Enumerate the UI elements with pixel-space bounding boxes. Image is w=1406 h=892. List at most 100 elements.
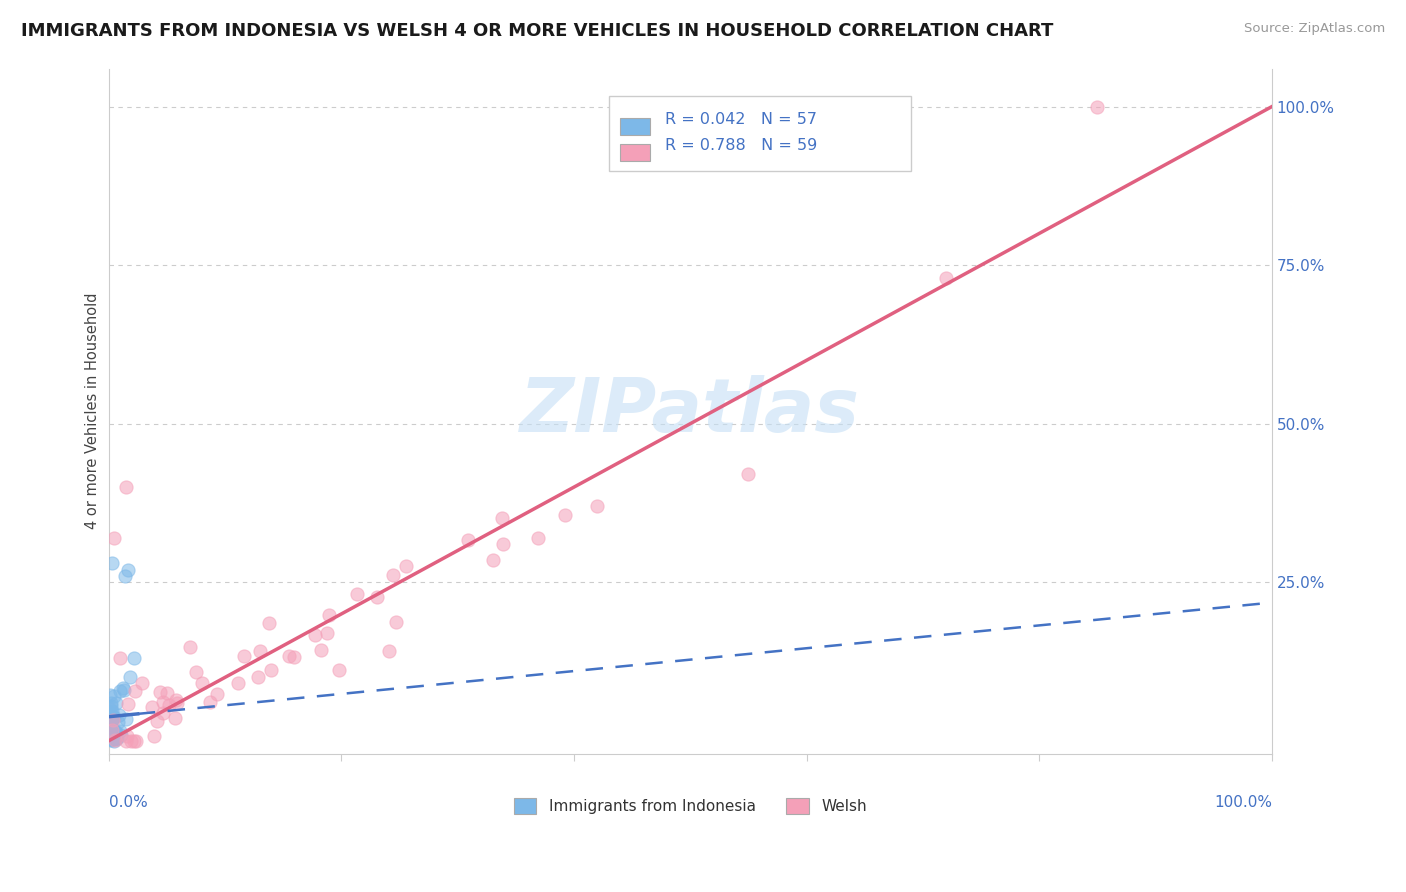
Point	[249, 644, 271, 658]
Point	[117, 563, 139, 577]
Point	[146, 714, 169, 728]
Point	[191, 676, 214, 690]
Point	[316, 626, 339, 640]
Point	[124, 684, 146, 698]
Point	[100, 723, 122, 737]
Point	[100, 728, 122, 742]
Point	[165, 693, 187, 707]
Point	[101, 730, 124, 744]
Point	[100, 733, 122, 747]
Point	[98, 715, 121, 730]
Point	[117, 697, 139, 711]
Point	[101, 556, 124, 570]
Point	[481, 553, 503, 567]
Point	[97, 722, 120, 736]
Point	[114, 569, 136, 583]
Point	[198, 695, 221, 709]
FancyBboxPatch shape	[609, 96, 911, 171]
Point	[104, 725, 127, 739]
Point	[115, 729, 138, 743]
Point	[101, 731, 124, 746]
Point	[100, 714, 122, 729]
Point	[457, 533, 479, 548]
Point	[98, 702, 121, 716]
Point	[110, 651, 132, 665]
Point	[98, 722, 121, 736]
Point	[115, 713, 138, 727]
Point	[110, 728, 132, 742]
Point	[103, 690, 125, 704]
Point	[98, 705, 121, 719]
Point	[98, 688, 121, 702]
Point	[205, 687, 228, 701]
Y-axis label: 4 or more Vehicles in Household: 4 or more Vehicles in Household	[86, 293, 100, 529]
Point	[100, 727, 122, 741]
Point	[103, 723, 125, 738]
Point	[166, 696, 188, 710]
Text: IMMIGRANTS FROM INDONESIA VS WELSH 4 OR MORE VEHICLES IN HOUSEHOLD CORRELATION C: IMMIGRANTS FROM INDONESIA VS WELSH 4 OR …	[21, 22, 1053, 40]
Point	[492, 537, 515, 551]
Point	[366, 590, 388, 604]
Point	[98, 723, 121, 738]
Point	[346, 587, 368, 601]
Point	[104, 696, 127, 710]
Point	[527, 531, 550, 545]
Point	[115, 480, 138, 494]
Point	[98, 714, 121, 728]
Point	[98, 718, 121, 732]
Point	[125, 734, 148, 748]
Point	[97, 720, 120, 734]
Bar	[620, 144, 650, 161]
Point	[103, 734, 125, 748]
Point	[377, 644, 399, 658]
Point	[120, 734, 142, 748]
Point	[100, 728, 122, 742]
Point	[184, 665, 207, 680]
Point	[100, 708, 122, 723]
Point	[104, 731, 127, 745]
Point	[163, 711, 186, 725]
Point	[226, 676, 249, 690]
Point	[283, 649, 305, 664]
Point	[309, 643, 332, 657]
Point	[104, 733, 127, 747]
Point	[100, 724, 122, 739]
Point	[118, 670, 141, 684]
Point	[100, 696, 122, 710]
Point	[101, 704, 124, 718]
Point	[108, 723, 131, 738]
Point	[98, 708, 121, 723]
Point	[491, 511, 513, 525]
Point	[1087, 99, 1109, 113]
Point	[122, 651, 145, 665]
Point	[103, 531, 125, 545]
Point	[100, 722, 122, 736]
Point	[114, 733, 136, 747]
Point	[108, 684, 131, 698]
Point	[257, 616, 280, 631]
Point	[554, 508, 576, 523]
Point	[104, 728, 127, 742]
Point	[304, 628, 326, 642]
Legend: Immigrants from Indonesia, Welsh: Immigrants from Indonesia, Welsh	[513, 798, 868, 814]
Point	[155, 686, 177, 700]
Text: 0.0%: 0.0%	[108, 795, 148, 810]
Bar	[620, 118, 650, 136]
Point	[141, 699, 163, 714]
Point	[108, 708, 131, 723]
Point	[157, 698, 180, 713]
Point	[179, 640, 201, 655]
Point	[101, 710, 124, 724]
Text: R = 0.042   N = 57: R = 0.042 N = 57	[665, 112, 817, 128]
Point	[382, 567, 405, 582]
Point	[98, 714, 121, 729]
Point	[247, 669, 270, 683]
Point	[124, 734, 146, 748]
Point	[143, 729, 166, 743]
Point	[152, 695, 174, 709]
Point	[112, 683, 135, 698]
Point	[111, 681, 134, 695]
Point	[149, 684, 172, 698]
Point	[152, 706, 174, 720]
Point	[101, 725, 124, 739]
